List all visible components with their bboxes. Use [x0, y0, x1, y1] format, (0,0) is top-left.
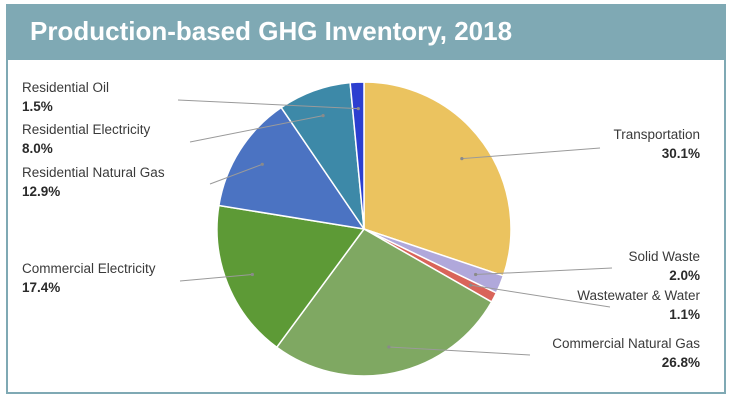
slice-label-percent: 12.9%: [22, 184, 60, 199]
pie-slice-transportation: [363, 81, 512, 277]
pie-slices: [216, 81, 512, 377]
slice-label-name: Commercial Natural Gas: [552, 336, 700, 351]
slice-label-name: Residential Oil: [22, 80, 109, 95]
pie-slice-residential-oil: [349, 81, 365, 230]
leader-dot: [460, 157, 464, 161]
leader-dot: [474, 272, 478, 277]
pie-slice-commercial-electricity: [216, 204, 366, 349]
leader-line: [189, 115, 324, 143]
leader-dot: [321, 114, 325, 118]
slice-label-name: Residential Natural Gas: [22, 165, 165, 180]
slice-label-name: Transportation: [613, 127, 700, 142]
slice-label-percent: 8.0%: [22, 141, 53, 156]
leader-line: [209, 163, 263, 185]
slice-label-percent: 30.1%: [662, 146, 700, 161]
slice-label-percent: 26.8%: [662, 355, 700, 370]
chart-title: Production-based GHG Inventory, 2018: [30, 16, 513, 46]
leader-dot: [250, 272, 254, 277]
slice-label-name: Residential Electricity: [22, 122, 151, 137]
slice-label-percent: 17.4%: [22, 280, 60, 295]
leader-line: [470, 284, 611, 308]
slice-label-name: Solid Waste: [628, 249, 700, 264]
leader-line: [388, 346, 531, 356]
leader-dot: [356, 106, 360, 111]
slice-label-name: Commercial Electricity: [22, 261, 156, 276]
slice-label-name: Wastewater & Water: [577, 288, 700, 303]
title-bar: Production-based GHG Inventory, 2018: [8, 6, 724, 60]
slice-label-percent: 1.1%: [669, 307, 700, 322]
slice-label-percent: 2.0%: [669, 268, 700, 283]
leader-line: [475, 267, 613, 276]
leader-dot: [469, 283, 473, 287]
pie-slice-commercial-natural-gas: [275, 228, 493, 377]
leader-dot: [387, 345, 391, 349]
leader-line: [177, 99, 359, 110]
leader-lines: [177, 99, 613, 356]
slice-labels: Transportation 30.1% Solid Waste 2.0% Wastew…: [22, 80, 701, 370]
slice-label-percent: 1.5%: [22, 99, 53, 114]
leader-line: [461, 147, 601, 160]
leader-dot: [260, 162, 264, 166]
leader-line: [179, 274, 253, 282]
pie-slice-residential-natural-gas: [218, 106, 366, 231]
